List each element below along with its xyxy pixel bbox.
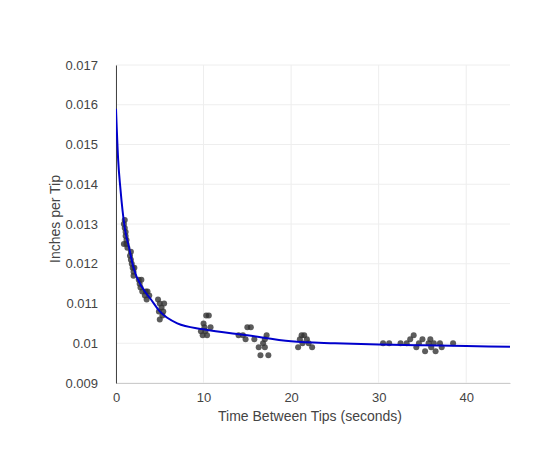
grid-line-y (116, 224, 510, 225)
point (243, 336, 249, 342)
y-tick-label: 0.012 (65, 256, 98, 271)
point (161, 301, 167, 307)
y-tick: 0.016 (65, 97, 116, 112)
point (265, 352, 271, 358)
point (419, 336, 425, 342)
grid-line-y (116, 383, 510, 384)
y-tick: 0.014 (65, 177, 116, 192)
grid-line-y (116, 184, 510, 185)
point (262, 344, 268, 350)
point (411, 332, 417, 338)
y-tick: 0.009 (65, 376, 116, 391)
x-tick-label: 20 (284, 390, 298, 405)
x-tick: 10 (197, 383, 211, 405)
point (422, 348, 428, 354)
points (121, 217, 456, 358)
y-tick-label: 0.01 (73, 336, 98, 351)
point (257, 352, 263, 358)
grid-line-y (116, 263, 510, 264)
point (248, 324, 254, 330)
y-tick-label: 0.011 (66, 296, 98, 311)
x-tick: 0 (113, 383, 120, 405)
y-tick-label: 0.016 (65, 97, 98, 112)
point (427, 336, 433, 342)
x-tick: 40 (459, 383, 473, 405)
point (309, 344, 315, 350)
y-axis-title: Inches per Tip (47, 175, 63, 263)
plot: 0102030400.0090.010.0110.0120.0130.0140.… (65, 58, 510, 406)
y-tick-label: 0.014 (65, 177, 98, 192)
x-tick-label: 0 (113, 390, 120, 405)
y-tick: 0.017 (65, 58, 116, 73)
y-axis: 0.009 0.01 0.011 0.012 0.013 0.014 0.015 0.016 0… (65, 58, 116, 391)
x-axis-line (117, 383, 511, 384)
y-tick: 0.01 (73, 336, 116, 351)
grid (116, 65, 510, 383)
grid-line-y (116, 65, 510, 66)
y-tick-label: 0.017 (65, 58, 98, 73)
x-tick: 20 (284, 383, 298, 405)
y-tick: 0.012 (65, 256, 116, 271)
x-tick-label: 30 (372, 390, 386, 405)
x-axis: 0 10 20 30 40 (113, 383, 511, 405)
point (433, 348, 439, 354)
y-tick-label: 0.013 (65, 217, 98, 232)
y-tick-label: 0.015 (65, 137, 98, 152)
grid-line-y (116, 104, 510, 105)
x-tick-label: 10 (197, 390, 211, 405)
y-tick: 0.011 (66, 296, 116, 311)
chart: 0102030400.0090.010.0110.0120.0130.0140.… (0, 0, 560, 464)
y-tick-label: 0.009 (65, 376, 98, 391)
x-axis-title: Time Between Tips (seconds) (218, 408, 402, 424)
grid-line-y (116, 144, 510, 145)
y-tick: 0.013 (65, 217, 116, 232)
marks (116, 109, 510, 358)
y-tick: 0.015 (65, 137, 116, 152)
x-tick: 30 (372, 383, 386, 405)
fit-line (116, 109, 510, 347)
point (206, 312, 212, 318)
x-tick-label: 40 (459, 390, 473, 405)
grid-line-y (116, 303, 510, 304)
